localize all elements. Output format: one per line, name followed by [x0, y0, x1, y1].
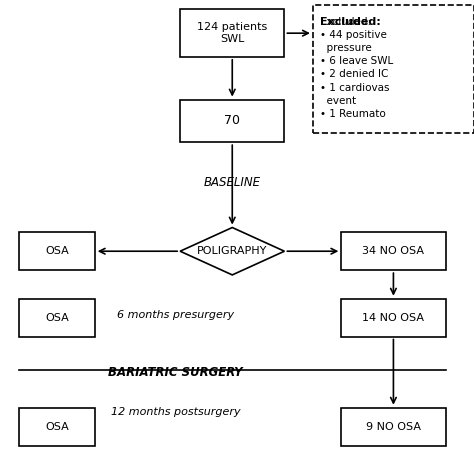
Text: OSA: OSA — [45, 421, 69, 432]
FancyBboxPatch shape — [19, 232, 95, 270]
Text: Excluded:: Excluded: — [320, 17, 381, 27]
Text: BARIATRIC SURGERY: BARIATRIC SURGERY — [108, 365, 243, 379]
Text: Excluded:
• 44 positive
  pressure
• 6 leave SWL
• 2 denied IC
• 1 cardiovas
  e: Excluded: • 44 positive pressure • 6 lea… — [320, 17, 393, 119]
FancyBboxPatch shape — [341, 408, 446, 446]
FancyBboxPatch shape — [19, 408, 95, 446]
Text: 14 NO OSA: 14 NO OSA — [363, 312, 424, 323]
Text: 34 NO OSA: 34 NO OSA — [363, 246, 424, 256]
Text: OSA: OSA — [45, 246, 69, 256]
FancyBboxPatch shape — [313, 5, 474, 133]
Text: 124 patients
SWL: 124 patients SWL — [197, 22, 267, 44]
Text: 9 NO OSA: 9 NO OSA — [366, 421, 421, 432]
Text: BASELINE: BASELINE — [204, 176, 261, 189]
Text: 70: 70 — [224, 114, 240, 128]
FancyBboxPatch shape — [180, 100, 284, 142]
Text: POLIGRAPHY: POLIGRAPHY — [197, 246, 267, 256]
Text: OSA: OSA — [45, 312, 69, 323]
Polygon shape — [180, 228, 284, 275]
Text: 6 months presurgery: 6 months presurgery — [117, 310, 234, 320]
FancyBboxPatch shape — [180, 9, 284, 57]
FancyBboxPatch shape — [341, 299, 446, 337]
Text: 12 months postsurgery: 12 months postsurgery — [110, 407, 240, 418]
FancyBboxPatch shape — [341, 232, 446, 270]
FancyBboxPatch shape — [19, 299, 95, 337]
